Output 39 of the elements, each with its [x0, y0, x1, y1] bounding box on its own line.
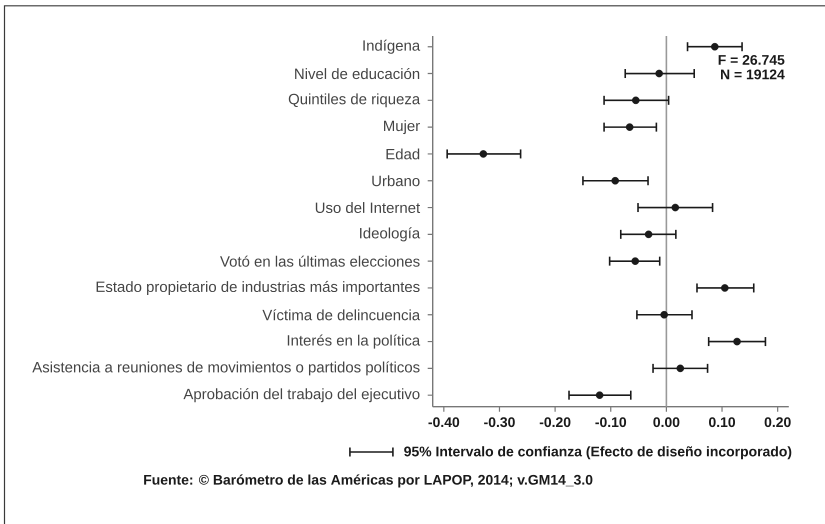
- x-tick-label: -0.10: [595, 417, 626, 428]
- point: [632, 96, 640, 104]
- y-tick-label: Estado propietario de industrias más importantes: [96, 280, 420, 295]
- x-tick-label: 0.20: [764, 417, 791, 428]
- x-tick-label: -0.40: [428, 417, 460, 428]
- point: [596, 391, 604, 399]
- x-tick-label: -0.30: [484, 417, 515, 428]
- y-tick-label: Indígena: [363, 40, 420, 54]
- point: [676, 364, 684, 372]
- legend-label: 95% Intervalo de confianza (Efecto de diseño incorporado): [404, 446, 792, 460]
- y-tick-label: Interés en la política: [288, 334, 420, 349]
- point: [626, 123, 634, 131]
- point: [644, 230, 652, 238]
- point: [711, 42, 719, 51]
- source-note: Fuente: © Barómetro de las Américas por LAPOP, 2014; v.GM14_3.0: [144, 474, 592, 488]
- point: [660, 310, 668, 319]
- x-tick-label: -0.20: [540, 417, 570, 428]
- x-tick-label: 0.00: [653, 417, 680, 428]
- y-tick-label: Nivel de educación: [295, 68, 420, 80]
- y-tick-label: Quintiles de riqueza: [288, 93, 420, 108]
- y-tick-label: Mujer: [384, 120, 420, 134]
- point: [631, 257, 640, 265]
- point: [655, 70, 663, 78]
- point: [611, 176, 619, 185]
- x-tick-label: 0.10: [709, 417, 736, 428]
- point: [671, 204, 680, 212]
- y-tick-label: Asistencia a reuniones de movimientos o partidos políticos: [32, 361, 420, 376]
- y-tick-label: Aprobación del trabajo del ejecutivo: [183, 388, 420, 402]
- y-tick-label: Votó en las últimas elecciones: [220, 256, 420, 267]
- point: [721, 284, 729, 292]
- point: [480, 150, 488, 158]
- point: [733, 338, 741, 346]
- annotation: N = 19124: [720, 69, 785, 80]
- y-tick-label: Víctima de delincuencia: [262, 309, 420, 320]
- y-tick-label: Urbano: [372, 175, 420, 186]
- y-tick-label: Ideología: [360, 227, 420, 242]
- y-tick-label: Uso del Internet: [316, 202, 420, 214]
- annotation: F = 26.745: [718, 54, 784, 65]
- y-tick-label: Edad: [386, 148, 420, 160]
